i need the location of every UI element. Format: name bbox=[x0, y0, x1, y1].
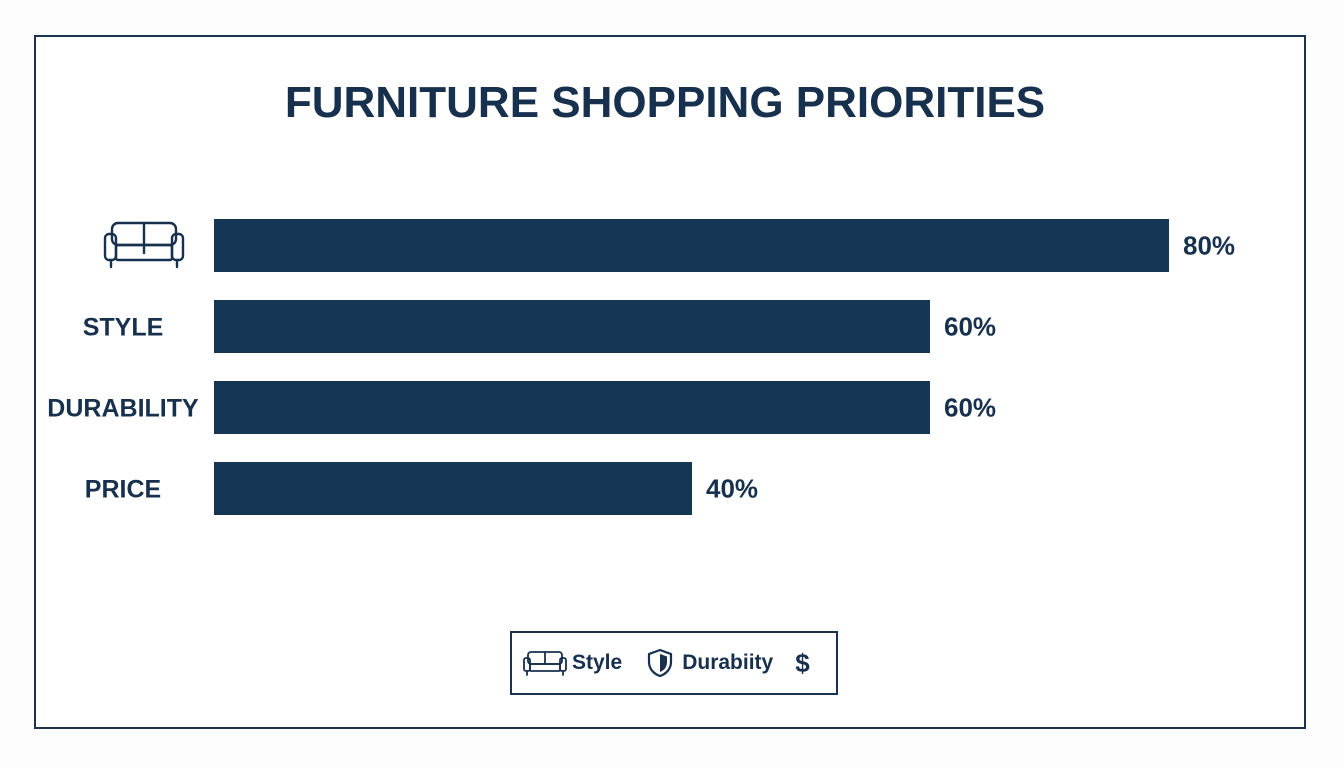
bars-layer: 80% 60% STYLE 60% DURABILITY 40% PRICE bbox=[47, 219, 1235, 515]
legend-label-durability: Durabiity bbox=[682, 651, 774, 674]
legend-entry-price: $ bbox=[795, 648, 809, 679]
bar-value-label: 80% bbox=[1183, 231, 1235, 261]
legend-label-style: Style bbox=[572, 651, 623, 674]
bar bbox=[214, 462, 692, 515]
shield-icon bbox=[648, 648, 673, 678]
bar bbox=[214, 381, 930, 434]
dollar-icon: $ bbox=[795, 647, 810, 678]
bar-value-label: 60% bbox=[944, 393, 996, 423]
sofa-icon bbox=[103, 221, 185, 269]
sofa-icon bbox=[523, 651, 567, 676]
bar bbox=[214, 300, 930, 353]
category-label: PRICE bbox=[85, 476, 161, 504]
category-label: STYLE bbox=[83, 314, 164, 342]
bar-value-label: 40% bbox=[706, 474, 758, 504]
chart-title: FURNITURE SHOPPING PRIORITIES bbox=[285, 78, 1045, 127]
legend: Style Durabiity $ bbox=[510, 631, 838, 695]
bar-value-label: 60% bbox=[944, 312, 996, 342]
legend-entry-style: Style bbox=[522, 649, 622, 677]
category-label: DURABILITY bbox=[47, 395, 199, 423]
legend-entry-durability: Durabiity bbox=[646, 648, 773, 678]
bar bbox=[214, 219, 1169, 272]
